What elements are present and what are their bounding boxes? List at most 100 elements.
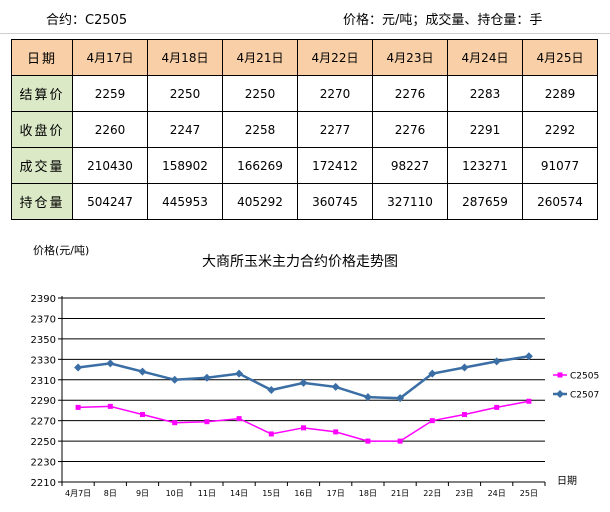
date-cell: 4月18日 xyxy=(147,39,223,76)
x-tick-label: 24日 xyxy=(488,489,506,498)
data-point xyxy=(170,375,179,384)
data-point xyxy=(107,403,113,409)
x-tick-label: 11日 xyxy=(198,489,216,498)
data-point xyxy=(299,378,308,387)
row-label: 结算价 xyxy=(11,75,73,112)
table-cell: 360745 xyxy=(297,183,373,220)
table-cell: 2270 xyxy=(297,75,373,112)
table-cell: 405292 xyxy=(222,183,298,220)
date-cell: 4月24日 xyxy=(447,39,523,76)
y-tick-label: 2290 xyxy=(31,396,56,407)
x-tick-label: 25日 xyxy=(520,489,538,498)
legend-marker xyxy=(557,372,563,378)
date-cell: 4月21日 xyxy=(222,39,298,76)
data-point xyxy=(138,367,147,376)
data-point xyxy=(235,369,244,378)
y-tick-label: 2310 xyxy=(31,376,56,387)
x-axis-label: 日期 xyxy=(557,475,577,487)
series-line-c2505 xyxy=(78,400,530,442)
data-point xyxy=(363,393,372,402)
y-tick-label: 2330 xyxy=(31,355,56,366)
data-point xyxy=(172,420,178,426)
row-label: 成交量 xyxy=(11,147,73,184)
date-cell: 4月17日 xyxy=(72,39,148,76)
table-row-settlement: 结算价 2259 2250 2250 2270 2276 2283 2289 xyxy=(11,75,598,112)
legend-marker xyxy=(556,390,564,398)
x-tick-label: 8日 xyxy=(104,489,117,498)
data-point xyxy=(397,438,403,444)
x-tick-label: 17日 xyxy=(327,489,345,498)
table-row-open-interest: 持仓量 504247 445953 405292 360745 327110 2… xyxy=(11,183,598,220)
row-label: 收盘价 xyxy=(11,111,73,148)
data-point xyxy=(462,412,467,418)
data-point xyxy=(494,404,500,410)
y-tick-label: 2250 xyxy=(31,437,56,448)
data-point xyxy=(396,394,405,403)
data-point xyxy=(202,373,211,382)
table-cell: 166269 xyxy=(222,147,298,184)
y-tick-label: 2230 xyxy=(31,458,56,469)
table-cell: 123271 xyxy=(447,147,523,184)
data-point xyxy=(428,369,437,378)
chart-title: 大商所玉米主力合约价格走势图 xyxy=(202,254,398,270)
table-cell: 2259 xyxy=(72,75,148,112)
data-point xyxy=(75,404,81,410)
x-tick-label: 10日 xyxy=(166,489,184,498)
data-point xyxy=(267,386,276,394)
y-tick-label: 2350 xyxy=(31,335,56,346)
table-cell: 2291 xyxy=(447,111,523,148)
x-tick-label: 14日 xyxy=(230,489,248,498)
table-cell: 2283 xyxy=(447,75,523,112)
data-point xyxy=(268,431,274,437)
table-cell: 2276 xyxy=(372,111,448,148)
table-cell: 327110 xyxy=(372,183,448,220)
legend-label: C2507 xyxy=(570,391,599,401)
table-cell: 2276 xyxy=(372,75,448,112)
price-trend-chart: 大商所玉米主力合约价格走势图 价格(元/吨) 日期 2210 2230 2250 2270 2… xyxy=(31,243,600,498)
contract-label: 合约：C2505 xyxy=(46,13,128,28)
header-bar: 合约：C2505 价格：元/吨；成交量、持仓量：手 xyxy=(0,0,610,36)
y-tick-label: 2390 xyxy=(31,294,56,305)
date-cell: 4月25日 xyxy=(522,39,598,76)
data-point xyxy=(365,438,371,444)
data-point xyxy=(333,429,339,435)
x-tick-label: 4月7日 xyxy=(65,489,91,498)
unit-info: 价格：元/吨；成交量、持仓量：手 xyxy=(343,13,543,28)
data-point xyxy=(236,416,242,422)
table-cell: 504247 xyxy=(72,183,148,220)
table-cell: 210430 xyxy=(72,147,148,184)
data-point xyxy=(429,418,435,424)
date-cell: 4月22日 xyxy=(297,39,373,76)
data-point xyxy=(204,419,210,425)
x-tick-label: 21日 xyxy=(391,489,409,498)
data-point xyxy=(526,398,532,404)
table-cell: 172412 xyxy=(297,147,373,184)
x-tick-label: 23日 xyxy=(455,489,473,498)
table-cell: 287659 xyxy=(447,183,523,220)
header-divider xyxy=(0,33,610,34)
table-cell: 445953 xyxy=(147,183,223,220)
price-table: 日期 4月17日 4月18日 4月21日 4月22日 4月23日 4月24日 4… xyxy=(11,39,598,220)
row-label: 持仓量 xyxy=(11,183,73,220)
x-tick-label: 15日 xyxy=(262,489,280,498)
table-cell: 2277 xyxy=(297,111,373,148)
date-cell: 4月23日 xyxy=(372,39,448,76)
table-cell: 2289 xyxy=(522,75,598,112)
table-row-close: 收盘价 2260 2247 2258 2277 2276 2291 2292 xyxy=(11,111,598,148)
table-cell: 2260 xyxy=(72,111,148,148)
y-tick-label: 2370 xyxy=(31,314,56,325)
x-tick-label: 9日 xyxy=(136,489,149,498)
table-row-volume: 成交量 210430 158902 166269 172412 98227 12… xyxy=(11,147,598,184)
data-point xyxy=(492,357,501,366)
date-header: 日期 xyxy=(11,39,73,76)
table-header-row: 日期 4月17日 4月18日 4月21日 4月22日 4月23日 4月24日 4… xyxy=(11,39,598,76)
table-cell: 2292 xyxy=(522,111,598,148)
data-point xyxy=(331,382,340,391)
table-cell: 2250 xyxy=(222,75,298,112)
table-cell: 2247 xyxy=(147,111,223,148)
table-cell: 158902 xyxy=(147,147,223,184)
y-tick-label: 2270 xyxy=(31,417,56,428)
table-cell: 260574 xyxy=(522,183,598,220)
data-point xyxy=(524,352,533,361)
data-point xyxy=(460,363,469,372)
